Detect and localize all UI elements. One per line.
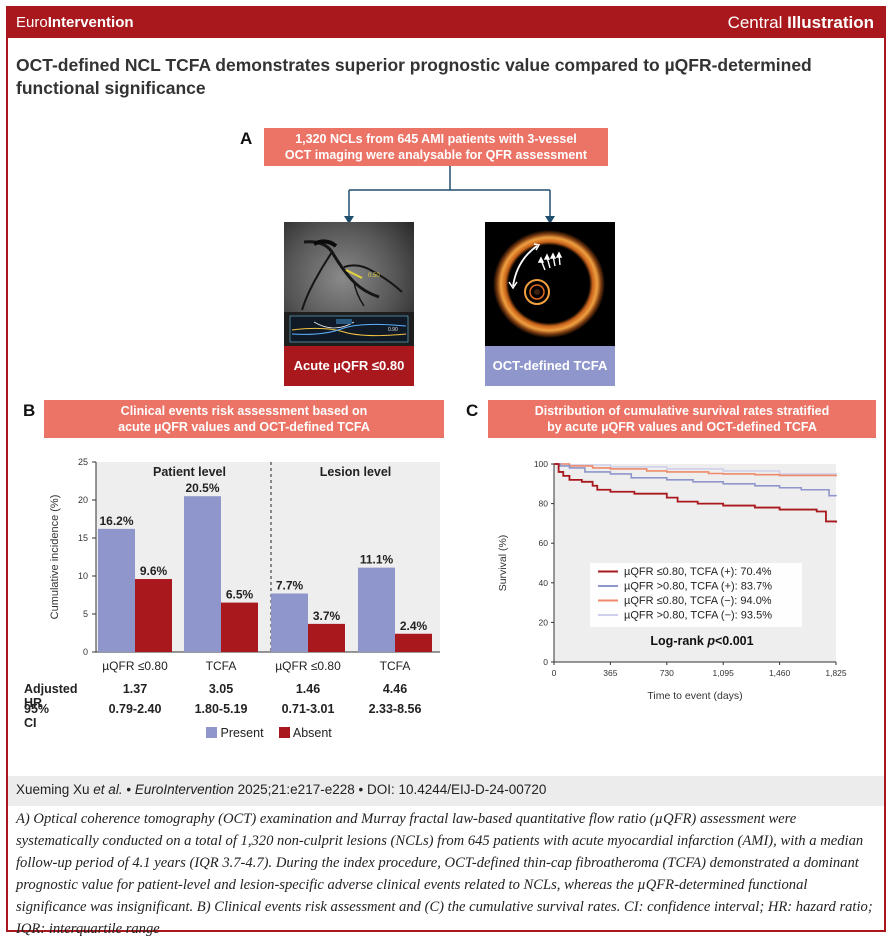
bar-value-label: 16.2% (99, 514, 133, 528)
y-axis-label: Survival (%) (497, 535, 509, 592)
y-tick-label: 20 (539, 617, 549, 627)
panel-c-header-box: Distribution of cumulative survival rate… (488, 400, 876, 438)
x-category-label: TCFA (380, 659, 411, 673)
panel-a-summary-box: 1,320 NCLs from 645 AMI patients with 3-… (264, 128, 608, 166)
y-axis-label: Cumulative incidence (%) (49, 495, 61, 620)
y-tick-label: 0 (543, 657, 548, 667)
legend-swatch-absent (279, 727, 291, 738)
acute-uqfr-label: Acute µQFR ≤0.80 (284, 346, 414, 386)
bar-present (358, 567, 395, 652)
bar-value-label: 7.7% (276, 578, 304, 592)
legend-entry: µQFR >0.80, TCFA (+): 83.7% (624, 581, 772, 593)
figure-caption: A) Optical coherence tomography (OCT) ex… (16, 811, 873, 937)
panel-a-letter: A (240, 129, 253, 148)
bar-legend: Present Absent (206, 726, 332, 740)
survival-legend-bg (590, 563, 802, 627)
y-tick-label: 20 (78, 495, 88, 505)
adjusted-hr-label: Adjusted HR (24, 682, 78, 710)
panel-b-letter: B (23, 401, 36, 420)
x-axis-label: Time to event (days) (647, 690, 742, 702)
ci-value: 0.71-3.01 (281, 702, 335, 716)
survival-curve-2 (554, 463, 837, 477)
x-category-label: TCFA (206, 659, 237, 673)
bar-value-label: 9.6% (140, 564, 168, 578)
x-tick-label: 0 (552, 668, 557, 678)
panel-a-connectors (344, 166, 555, 224)
bar-present (184, 496, 221, 652)
y-tick-label: 15 (78, 533, 88, 543)
survival-curve-0 (554, 463, 837, 523)
bar-present (98, 528, 135, 652)
y-tick-label: 100 (534, 459, 548, 469)
x-tick-label: 365 (603, 668, 617, 678)
hr-value: 4.46 (382, 682, 408, 696)
bar-absent (395, 633, 432, 652)
bar-value-label: 6.5% (226, 588, 254, 602)
y-tick-label: 40 (539, 578, 549, 588)
y-tick-label: 80 (539, 499, 549, 509)
x-tick-label: 1,460 (769, 668, 791, 678)
bar-value-label: 3.7% (313, 609, 341, 623)
bar-present (271, 593, 308, 652)
oct-image (485, 222, 615, 346)
legend-entry: µQFR ≤0.80, TCFA (−): 94.0% (624, 595, 772, 607)
y-tick-label: 25 (78, 457, 88, 467)
section-label: Central Illustration (727, 13, 874, 32)
bar-chart: 0 5 10 15 20 25 Cumulative incidence (%) Patien… (49, 457, 440, 673)
hr-value: 1.46 (295, 682, 321, 696)
citation-strip (8, 776, 884, 806)
bar-value-label: 11.1% (360, 553, 394, 567)
citation: Xueming Xu et al. • EuroIntervention 202… (16, 782, 547, 797)
bar-value-label: 20.5% (185, 481, 219, 495)
doi-text: DOI: 10.4244/EIJ-D-24-00720 (366, 782, 547, 797)
hr-value: 1.37 (122, 682, 148, 696)
bar-absent (308, 623, 345, 652)
ci-value: 0.79-2.40 (108, 702, 162, 716)
x-tick-label: 1,095 (713, 668, 735, 678)
angiography-image: 0.50 0.90 (284, 222, 414, 346)
journal-brand: EuroIntervention (16, 14, 134, 31)
bar-absent (221, 602, 258, 652)
y-tick-label: 0 (83, 647, 88, 657)
x-tick-label: 730 (660, 668, 674, 678)
hr-value: 3.05 (208, 682, 234, 696)
legend-label-absent: Absent (292, 726, 332, 740)
legend-swatch-present (206, 727, 217, 738)
group-label-lesion: Lesion level (320, 465, 392, 479)
panel-b-header-box: Clinical events risk assessment based on… (44, 400, 444, 438)
y-tick-label: 5 (83, 609, 88, 619)
x-category-label: µQFR ≤0.80 (275, 659, 341, 673)
ci-value: 1.80-5.19 (194, 702, 248, 716)
group-label-patient: Patient level (153, 465, 226, 479)
figure-frame: EuroIntervention Central Illustration OC… (6, 6, 886, 937)
header-bar: EuroIntervention Central Illustration (8, 8, 884, 38)
survival-chart: 0 20 40 60 80 100 0 365 730 1,095 1,460 1,825 Surviv… (497, 459, 847, 702)
log-rank-annotation: Log-rank p<0.001 (650, 634, 753, 648)
oct-tcfa-label: OCT-defined TCFA (485, 346, 615, 386)
y-tick-label: 60 (539, 538, 549, 548)
panel-c-letter: C (466, 401, 479, 420)
x-category-label: µQFR ≤0.80 (102, 659, 168, 673)
bar-value-label: 2.4% (400, 619, 428, 633)
figure-title: OCT-defined NCL TCFA demonstrates superi… (16, 55, 812, 98)
ci-label: 95% CI (24, 702, 50, 730)
svg-text:0.90: 0.90 (388, 327, 398, 333)
y-tick-label: 10 (78, 571, 88, 581)
legend-label-present: Present (220, 726, 264, 740)
survival-curve-1 (554, 463, 837, 497)
ci-value: 2.33-8.56 (368, 702, 422, 716)
legend-entry: µQFR ≤0.80, TCFA (+): 70.4% (624, 566, 772, 578)
legend-entry: µQFR >0.80, TCFA (−): 93.5% (624, 610, 772, 622)
bar-absent (135, 579, 172, 652)
svg-text:0.50: 0.50 (368, 273, 380, 279)
x-tick-label: 1,825 (825, 668, 847, 678)
